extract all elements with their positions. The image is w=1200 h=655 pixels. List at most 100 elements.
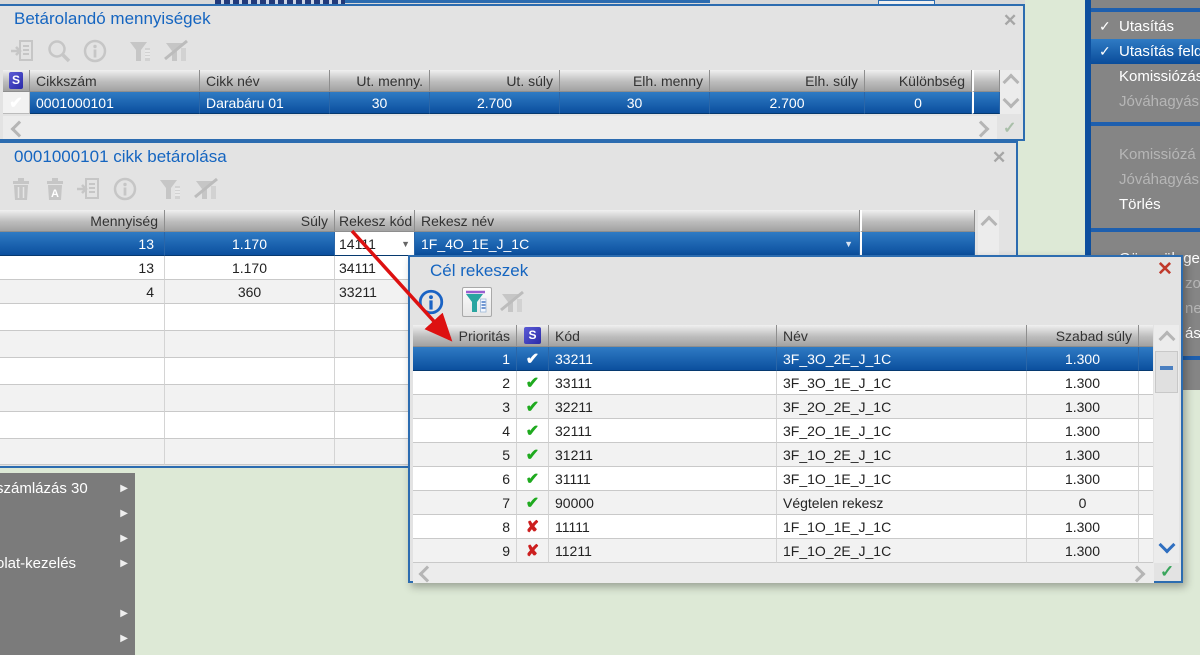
cell-utsuly: 2.700 xyxy=(430,92,560,114)
column-header-s[interactable]: S xyxy=(3,70,30,92)
sidebar-item-label: zon xyxy=(1185,275,1200,292)
sidebar-item-utasitas-feld[interactable]: ✓ Utasítás feld xyxy=(1091,39,1200,64)
column-header-cikkszam[interactable]: Cikkszám xyxy=(30,70,200,92)
table-row[interactable]: 6 ✔ 31111 3F_1O_1E_J_1C 1.300 xyxy=(413,467,1153,491)
search-icon[interactable] xyxy=(44,36,74,66)
scroll-up-icon[interactable] xyxy=(1158,330,1176,348)
rekesznev-combobox[interactable]: 1F_4O_1E_J_1C ▼ xyxy=(415,232,860,256)
column-header-szabadsuly[interactable]: Szabad súly xyxy=(1027,325,1139,347)
scroll-right-icon[interactable] xyxy=(1128,565,1146,583)
scroll-down-icon[interactable] xyxy=(1158,536,1176,554)
filter-clear-icon[interactable] xyxy=(498,287,528,317)
status-check-icon: ✔ xyxy=(517,467,549,491)
column-header-nev[interactable]: Név xyxy=(777,325,1027,347)
sidebar-item-utasitas[interactable]: ✓ Utasítás xyxy=(1091,14,1200,39)
filter-icon[interactable] xyxy=(156,174,186,204)
sidebar-item-torles[interactable]: Törlés xyxy=(1091,192,1200,217)
cell-prioritas: 9 xyxy=(413,539,517,563)
sidebar-item-fragment: zon xyxy=(1091,271,1200,296)
horizontal-scrollbar[interactable] xyxy=(3,116,997,139)
table-row-selected[interactable]: ✔ 0001000101 Darabáru 01 30 2.700 30 2.7… xyxy=(3,92,1000,114)
info-icon[interactable] xyxy=(416,287,446,317)
table-row[interactable]: 5 ✔ 31211 3F_1O_2E_J_1C 1.300 xyxy=(413,443,1153,467)
window-title: Cél rekeszek xyxy=(430,261,529,280)
vertical-scrollbar[interactable] xyxy=(1154,325,1179,563)
horizontal-scrollbar[interactable] xyxy=(413,563,1154,583)
scroll-up-icon[interactable] xyxy=(980,215,998,233)
dropdown-arrow-icon[interactable]: ▼ xyxy=(844,238,853,249)
column-header-elhmenny[interactable]: Elh. menny xyxy=(560,70,710,92)
sidebar-item-komissioza: Komissiózá xyxy=(1091,142,1200,167)
table-row[interactable]: 4 ✔ 32111 3F_2O_1E_J_1C 1.300 xyxy=(413,419,1153,443)
sidebar-item-komissiozas[interactable]: Komissiózás xyxy=(1091,64,1200,89)
dropdown-arrow-icon[interactable]: ▼ xyxy=(401,238,410,249)
column-header-kulonbseg[interactable]: Különbség xyxy=(865,70,972,92)
column-header-kod[interactable]: Kód xyxy=(549,325,777,347)
table-row[interactable]: 3 ✔ 32211 3F_2O_2E_J_1C 1.300 xyxy=(413,395,1153,419)
vertical-scrollbar[interactable] xyxy=(1000,70,1021,114)
scrollbar-thumb[interactable] xyxy=(1155,351,1178,393)
status-check-icon: ✔ xyxy=(517,419,549,443)
close-icon[interactable]: ✕ xyxy=(1003,11,1018,30)
scroll-right-icon[interactable] xyxy=(972,120,990,138)
column-header-suly[interactable]: Súly xyxy=(165,210,335,232)
column-header-s[interactable]: S xyxy=(517,325,549,347)
menu-item[interactable]: ▶ xyxy=(0,526,135,551)
column-header-rekeszkod[interactable]: Rekesz kód xyxy=(335,210,415,232)
delete-icon[interactable] xyxy=(6,174,36,204)
table-row[interactable]: 8 ✘ 11111 1F_1O_1E_J_1C 1.300 xyxy=(413,515,1153,539)
import-icon[interactable] xyxy=(8,36,38,66)
confirm-icon[interactable]: ✓ xyxy=(1003,120,1017,137)
status-check-icon: ✔ xyxy=(3,92,30,114)
table-row[interactable]: 2 ✔ 33111 3F_3O_1E_J_1C 1.300 xyxy=(413,371,1153,395)
menu-item-olat-kezeles[interactable]: olat-kezelés ▶ xyxy=(0,551,135,576)
column-header-prioritas[interactable]: Prioritás xyxy=(413,325,517,347)
menu-item[interactable]: ▶ xyxy=(0,501,135,526)
combobox-value: 1F_4O_1E_J_1C xyxy=(421,235,530,252)
cell-kod: 32211 xyxy=(549,395,777,419)
status-check-icon: ✔ xyxy=(517,443,549,467)
menu-item-szamlazas[interactable]: számlázás 30 ▶ xyxy=(0,476,135,501)
cell-nev: 3F_1O_2E_J_1C xyxy=(777,443,1027,467)
menu-item[interactable]: ▶ xyxy=(0,601,135,626)
filter-clear-icon[interactable] xyxy=(192,174,222,204)
scroll-left-icon[interactable] xyxy=(418,565,436,583)
status-check-icon: ✔ xyxy=(517,491,549,515)
sidebar-item-fragment[interactable]: ás xyxy=(1091,321,1200,346)
menu-item[interactable]: ▶ xyxy=(0,626,135,651)
filter-icon[interactable] xyxy=(462,287,492,317)
filter-icon[interactable] xyxy=(126,36,156,66)
scroll-left-icon[interactable] xyxy=(10,120,28,138)
cell-szabadsuly: 1.300 xyxy=(1027,515,1139,539)
submenu-arrow-icon: ▶ xyxy=(120,533,128,544)
column-header-utsuly[interactable]: Ut. súly xyxy=(430,70,560,92)
delete-all-icon[interactable]: A xyxy=(40,174,70,204)
column-header-utmenny[interactable]: Ut. menny. xyxy=(330,70,430,92)
confirm-icon[interactable]: ✓ xyxy=(1160,562,1175,581)
cell-extra xyxy=(1139,347,1153,371)
column-header-mennyiseg[interactable]: Mennyiség xyxy=(0,210,165,232)
submenu-arrow-icon: ▶ xyxy=(120,633,128,644)
scroll-up-icon[interactable] xyxy=(1002,73,1020,91)
column-header-rekesznev[interactable]: Rekesz név xyxy=(415,210,860,232)
column-header-elhsuly[interactable]: Elh. súly xyxy=(710,70,865,92)
status-cross-icon: ✘ xyxy=(517,539,549,563)
table-row-selected[interactable]: 1 ✔ 33211 3F_3O_2E_J_1C 1.300 xyxy=(413,347,1153,371)
filter-clear-icon[interactable] xyxy=(162,36,192,66)
table-row[interactable]: 7 ✔ 90000 Végtelen rekesz 0 xyxy=(413,491,1153,515)
column-header-cikknev[interactable]: Cikk név xyxy=(200,70,330,92)
menu-item[interactable] xyxy=(0,576,135,601)
table-row[interactable]: 9 ✘ 11211 1F_1O_2E_J_1C 1.300 xyxy=(413,539,1153,563)
table-row-selected[interactable]: 13 1.170 14111 ▼ 1F_4O_1E_J_1C ▼ xyxy=(0,232,975,256)
info-icon[interactable] xyxy=(80,36,110,66)
cell-szabadsuly: 1.300 xyxy=(1027,395,1139,419)
close-icon[interactable]: ✕ xyxy=(1157,259,1173,280)
cell-prioritas: 2 xyxy=(413,371,517,395)
cell-kod: 33211 xyxy=(549,347,777,371)
scroll-down-icon[interactable] xyxy=(1002,91,1020,109)
rekeszkod-combobox[interactable]: 14111 ▼ xyxy=(335,232,415,256)
import-icon[interactable] xyxy=(74,174,104,204)
close-icon[interactable]: ✕ xyxy=(992,148,1007,167)
info-icon[interactable] xyxy=(110,174,140,204)
